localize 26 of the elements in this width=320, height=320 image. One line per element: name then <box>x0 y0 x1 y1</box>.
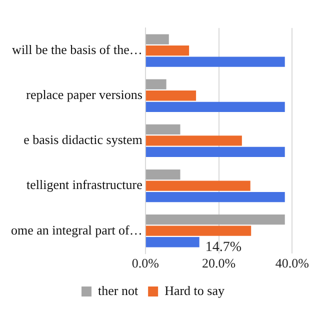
bar <box>146 237 200 248</box>
x-tick-label: 0.0% <box>132 256 160 271</box>
bar <box>146 214 285 225</box>
bar <box>146 192 285 202</box>
data-label: 14.7% <box>205 240 242 255</box>
y-tick-label: ome an integral part of… <box>10 222 142 238</box>
x-tick-label: 40.0% <box>275 256 310 271</box>
bar <box>146 124 180 134</box>
bar <box>146 90 196 101</box>
bar <box>146 136 242 146</box>
bar <box>146 56 285 67</box>
y-tick-label: will be the basis of the… <box>12 42 142 57</box>
legend-label: ther not <box>98 282 138 298</box>
x-tick-label: 20.0% <box>202 256 236 271</box>
y-tick-label: e basis didactic system <box>24 132 142 148</box>
legend-label: Hard to say <box>164 282 225 298</box>
bar <box>146 45 190 56</box>
bar <box>146 34 169 44</box>
bar <box>146 226 252 236</box>
y-tick-label: telligent infrastructure <box>26 177 143 192</box>
bar <box>146 146 285 158</box>
bar <box>146 102 285 112</box>
bar <box>146 79 166 90</box>
y-tick-label: replace paper versions <box>26 87 142 102</box>
bar <box>146 169 180 180</box>
bar <box>146 180 250 191</box>
